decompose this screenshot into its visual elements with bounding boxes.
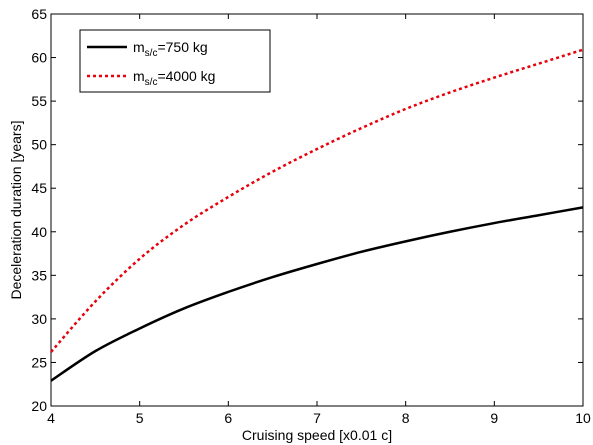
series-line-0 — [50, 206, 584, 382]
legend-box — [79, 29, 271, 93]
x-tick-label: 4 — [47, 410, 55, 426]
series-line-1 — [50, 48, 584, 353]
y-tick-label: 25 — [31, 354, 47, 370]
x-tick-label: 10 — [575, 410, 591, 426]
y-tick-label: 35 — [31, 267, 47, 283]
legend: ms/c=750 kg ms/c=4000 kg — [79, 29, 271, 93]
x-axis-label: Cruising speed [x0.01 c] — [242, 427, 392, 443]
x-tick-label: 5 — [136, 410, 144, 426]
y-tick-label: 55 — [31, 93, 47, 109]
x-tick-label: 9 — [490, 410, 498, 426]
y-tick-label: 60 — [31, 50, 47, 66]
y-tick-label: 65 — [31, 6, 47, 22]
y-tick-label: 45 — [31, 180, 47, 196]
legend-label-0: ms/c=750 kg — [133, 39, 208, 59]
y-tick-label: 30 — [31, 311, 47, 327]
series-lines — [50, 48, 584, 382]
y-tick-label: 20 — [31, 398, 47, 414]
x-tick-label: 6 — [224, 410, 232, 426]
x-tick-label: 8 — [402, 410, 410, 426]
y-tick-label: 40 — [31, 224, 47, 240]
legend-label-1: ms/c=4000 kg — [133, 68, 215, 88]
y-tick-label: 50 — [31, 137, 47, 153]
x-tick-label: 7 — [313, 410, 321, 426]
y-axis-label: Deceleration duration [years] — [8, 121, 24, 300]
